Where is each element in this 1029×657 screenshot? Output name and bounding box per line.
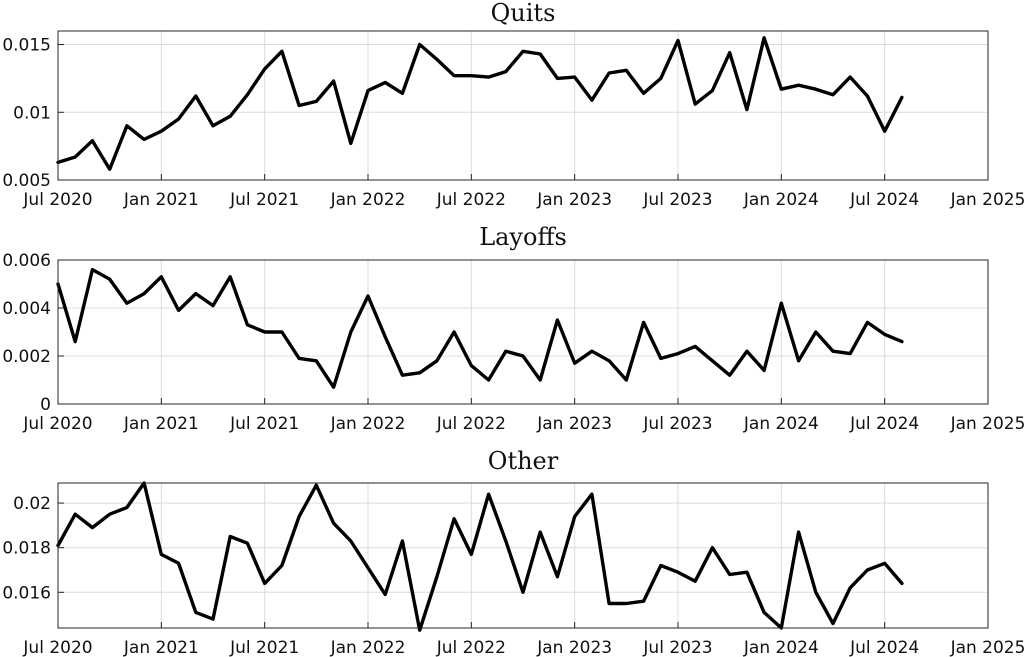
x-tick-label: Jul 2023 (642, 638, 712, 657)
x-tick-label: Jul 2023 (642, 190, 712, 210)
x-tick-label: Jan 2024 (743, 638, 819, 657)
x-tick-label: Jan 2021 (123, 638, 199, 657)
x-tick-label: Jan 2023 (536, 414, 612, 434)
x-tick-label: Jan 2021 (123, 190, 199, 210)
y-tick-label: 0.02 (13, 494, 51, 514)
panel-other: Jul 2020 Jan 2021 Jul 2021 Jan 2022 Jul 2022… (2, 447, 1025, 657)
y-tick-label: 0.005 (2, 171, 51, 191)
x-tick-label: Jul 2020 (22, 414, 92, 434)
panel-quits: Jul 2020 Jan 2021 Jul 2021 Jan 2022 Jul 2022… (2, 0, 1025, 210)
chart-title: Other (488, 447, 559, 475)
axes-frame (57, 482, 989, 629)
chart-title: Quits (491, 0, 556, 27)
x-tick-label: Jul 2022 (436, 414, 506, 434)
plot-area (58, 260, 988, 404)
y-tick-label: 0.002 (2, 347, 51, 367)
y-tick-label: 0 (40, 395, 51, 415)
x-tick-label: Jul 2024 (849, 190, 919, 210)
x-tick-label: Jan 2023 (536, 190, 612, 210)
plot-area (58, 31, 988, 180)
axes-frame (57, 259, 989, 405)
x-tick-label: Jul 2022 (436, 638, 506, 657)
x-tick-label: Jan 2024 (743, 414, 819, 434)
y-tick-label: 0.018 (2, 539, 51, 559)
x-tick-label: Jul 2021 (229, 414, 299, 434)
x-tick-label: Jul 2024 (849, 414, 919, 434)
y-tick-label: 0.006 (2, 251, 51, 271)
x-tick-label: Jan 2021 (123, 414, 199, 434)
x-tick-label: Jan 2022 (330, 638, 406, 657)
x-tick-label: Jan 2022 (330, 414, 406, 434)
series-line (56, 481, 904, 632)
x-tick-label: Jan 2025 (950, 414, 1026, 434)
x-tick-label: Jul 2021 (229, 638, 299, 657)
x-tick-label: Jul 2023 (642, 414, 712, 434)
x-tick-label: Jan 2024 (743, 190, 819, 210)
x-tick-label: Jan 2025 (950, 190, 1026, 210)
panel-layoffs: Jul 2020 Jan 2021 Jul 2021 Jan 2022 Jul 2022… (2, 223, 1025, 434)
chart-title: Layoffs (479, 223, 567, 251)
plot-area (58, 483, 988, 628)
y-tick-label: 0.004 (2, 299, 51, 319)
x-tick-label: Jul 2022 (436, 190, 506, 210)
y-tick-label: 0.015 (2, 36, 51, 56)
y-tick-label: 0.016 (2, 583, 51, 603)
axes-frame (57, 30, 989, 181)
y-tick-label: 0.01 (13, 103, 51, 123)
x-tick-label: Jul 2021 (229, 190, 299, 210)
x-tick-label: Jul 2024 (849, 638, 919, 657)
x-tick-label: Jan 2025 (950, 638, 1026, 657)
x-tick-label: Jul 2020 (22, 190, 92, 210)
x-tick-label: Jan 2022 (330, 190, 406, 210)
series-line (56, 267, 904, 389)
series-line (56, 36, 904, 171)
x-tick-label: Jan 2023 (536, 638, 612, 657)
x-tick-label: Jul 2020 (22, 638, 92, 657)
